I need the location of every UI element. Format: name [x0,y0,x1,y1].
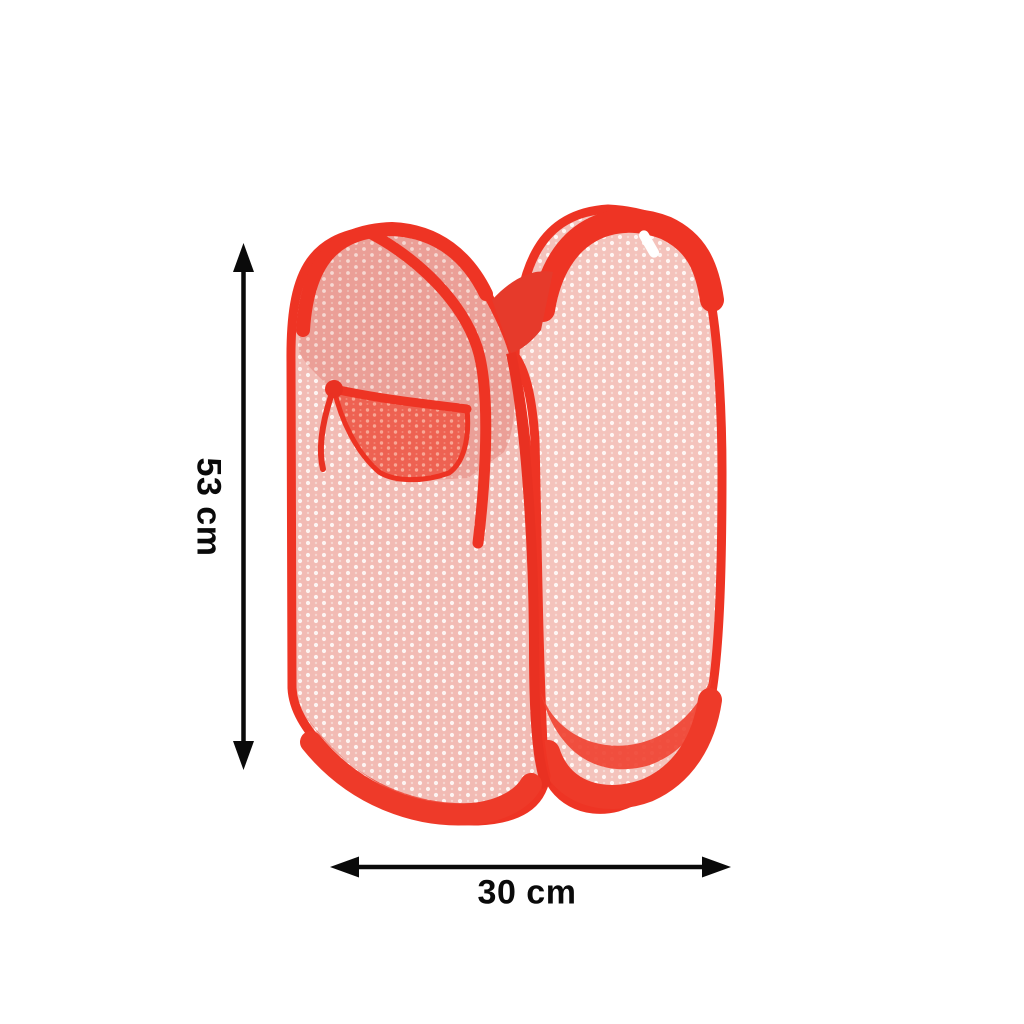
pocket-top-tape [329,384,472,414]
right-panel-inner-bottom [540,676,712,770]
height-dimension-arrow [233,243,254,770]
width-dimension-arrow [330,856,731,878]
pocket-tie-knot [325,380,343,398]
width-label: 30 cm [477,873,577,912]
right-arch-tape [531,208,724,322]
front-bottom-tape [300,731,542,826]
arrowhead-right-icon [702,856,731,878]
laundry-hamper [286,204,727,826]
front-handle-strap [364,227,492,549]
arrowhead-left-icon [330,856,359,878]
arrowhead-down-icon [233,741,254,770]
left-arch-tape [296,221,493,337]
right-bottom-tape [536,688,722,809]
top-notch-fabric [492,271,553,353]
panel-seam [506,351,552,789]
arrowhead-up-icon [233,243,254,272]
pocket-tie-tail [317,393,334,472]
height-label: 53 cm [189,457,228,557]
handle-slot [639,230,659,258]
